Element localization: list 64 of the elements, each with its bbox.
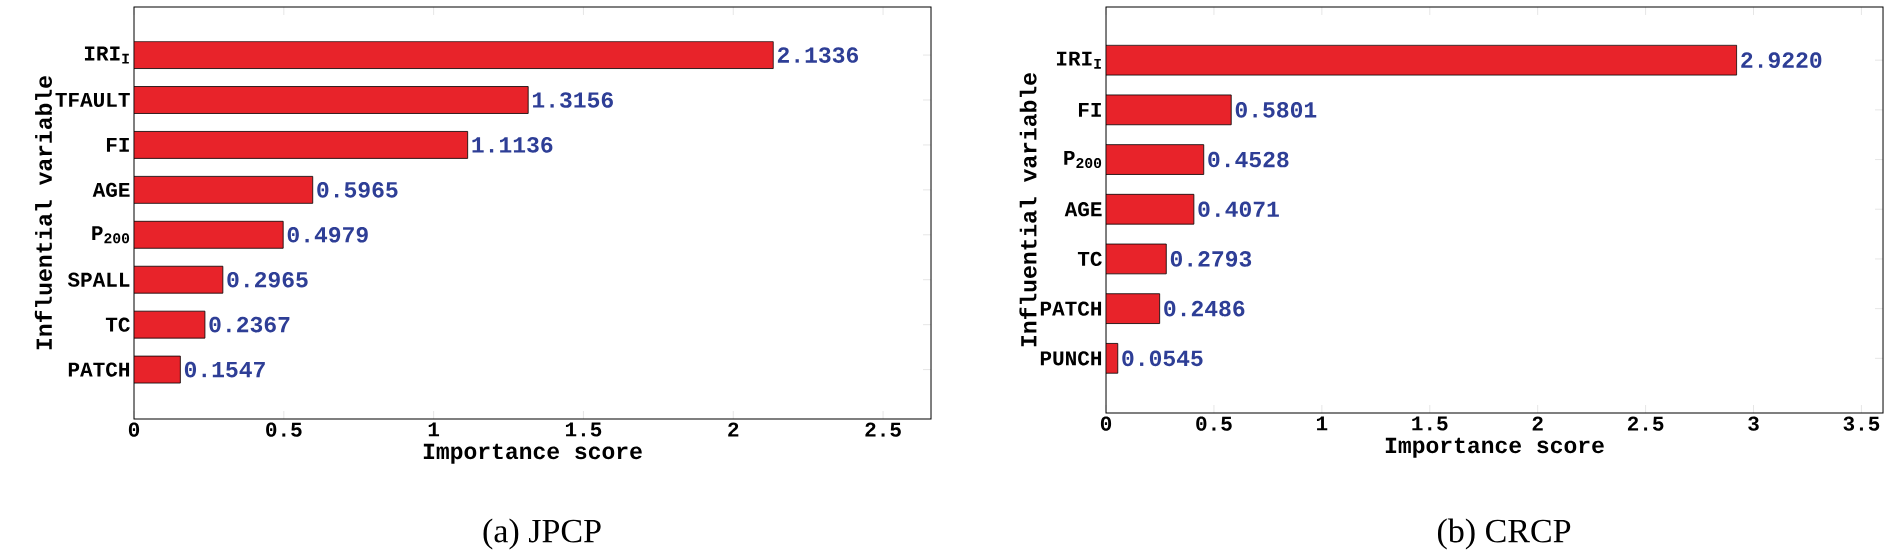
bar — [134, 86, 529, 114]
y-tick-label: IRI$_{I}$ — [1056, 51, 1101, 69]
x-tick-label: 1 — [428, 422, 440, 437]
data-label: 0.5965 — [317, 182, 398, 198]
bar — [134, 41, 774, 69]
x-tick-label: 1 — [1316, 416, 1328, 431]
text: (a) JPCP — [483, 518, 601, 550]
y-tick-label: TC — [105, 317, 130, 332]
x-tick-label: 2 — [1532, 416, 1543, 431]
x-tick-label: 1.5 — [1412, 416, 1448, 431]
y-tick-label: AGE — [1064, 202, 1102, 217]
bar — [1106, 193, 1195, 225]
x-axis-title: Importance score — [1385, 437, 1604, 458]
x-tick-label: 1.5 — [565, 422, 602, 437]
x-tick-label: 0.5 — [266, 422, 302, 437]
bar — [1106, 144, 1205, 175]
x-tick-label: 2.5 — [865, 422, 901, 437]
bar — [134, 265, 224, 294]
y-tick-label: PATCH — [1040, 301, 1102, 316]
x-tick-label: 3.5 — [1843, 416, 1880, 431]
data-label: 0.4528 — [1208, 151, 1289, 168]
y-tick-label: PATCH — [68, 362, 130, 377]
data-label: 0.5801 — [1235, 102, 1317, 118]
x-axis-title: Importance score — [423, 443, 642, 464]
y-tick-label: PUNCH — [1040, 351, 1102, 366]
data-label: 0.1547 — [184, 361, 265, 378]
y-tick-label: IRI$_{I}$ — [84, 46, 129, 64]
data-label: 2.1336 — [777, 47, 859, 63]
y-tick-label: SPALL — [67, 272, 130, 287]
y-tick-label: TC — [1077, 251, 1102, 267]
data-label: 0.0545 — [1122, 350, 1203, 367]
x-tick-label: 0.5 — [1196, 416, 1232, 431]
y-tick-label: FI — [106, 138, 129, 152]
data-label: 0.4979 — [287, 226, 368, 243]
data-label: 2.9220 — [1741, 52, 1822, 68]
bar — [134, 310, 206, 339]
bar — [1106, 293, 1161, 324]
y-tick-label: FI — [1078, 102, 1101, 117]
y-tick-label: P$_{200}$ — [92, 226, 130, 244]
data-label: 0.2486 — [1164, 300, 1245, 317]
x-tick-label: 0 — [128, 422, 140, 437]
x-tick-label: 0 — [1100, 416, 1112, 431]
y-tick-label: TFAULT — [55, 92, 130, 108]
data-label: 1.3156 — [532, 92, 613, 108]
bar — [1106, 44, 1738, 76]
bar — [1106, 94, 1232, 126]
data-label: 0.2367 — [209, 316, 290, 333]
data-label: 1.1136 — [472, 137, 553, 153]
bar — [134, 220, 284, 249]
x-tick-label: 2 — [728, 422, 739, 437]
bar — [134, 131, 469, 159]
x-tick-label: 3 — [1748, 416, 1759, 431]
data-label: 0.2965 — [227, 271, 308, 288]
bar — [134, 355, 181, 384]
y-tick-label: AGE — [92, 182, 130, 197]
y-tick-label: P$_{200}$ — [1064, 151, 1102, 169]
bar — [134, 175, 314, 204]
text: (b) CRCP — [1437, 518, 1571, 550]
data-label: 0.2793 — [1170, 251, 1252, 267]
y-axis-title: Influential variable — [1019, 73, 1037, 347]
data-label: 0.4071 — [1198, 201, 1279, 218]
bar — [1106, 243, 1167, 275]
y-axis-title: Influential variable — [34, 76, 52, 350]
x-tick-label: 2.5 — [1627, 416, 1664, 431]
